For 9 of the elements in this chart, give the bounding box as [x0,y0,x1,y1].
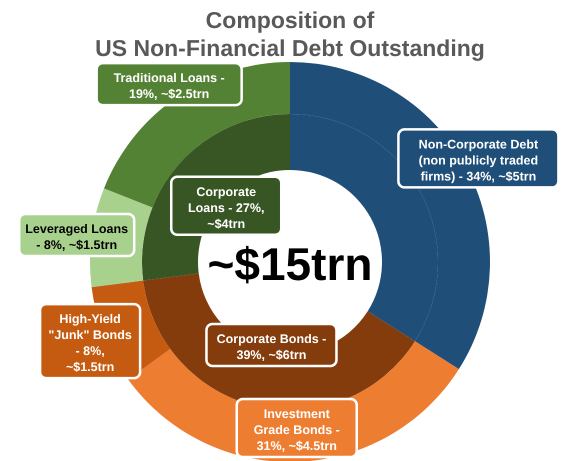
slice-label: High-Yield "Junk" Bonds - 8%, ~$1.5trn [48,312,132,374]
chart-title: Composition of US Non-Financial Debt Outstanding [95,7,485,61]
slice-label: Corporate Bonds - 39%, ~$6trn [216,332,326,362]
slice-label: Non-Corporate Debt (non publicly traded firms) - 34%, ~$5trn [418,137,539,184]
slice-label: Leveraged Loans - 8%, ~$1.5trn [25,222,128,252]
slice-label: Investment Grade Bonds - 31%, ~$4.5trn [254,407,340,453]
text: ~$15trn [208,238,372,290]
slice-label: Traditional Loans - 19%, ~$2.5trn [114,71,225,102]
slice-label: Corporate Loans - 27%, ~$4trn [188,184,264,231]
